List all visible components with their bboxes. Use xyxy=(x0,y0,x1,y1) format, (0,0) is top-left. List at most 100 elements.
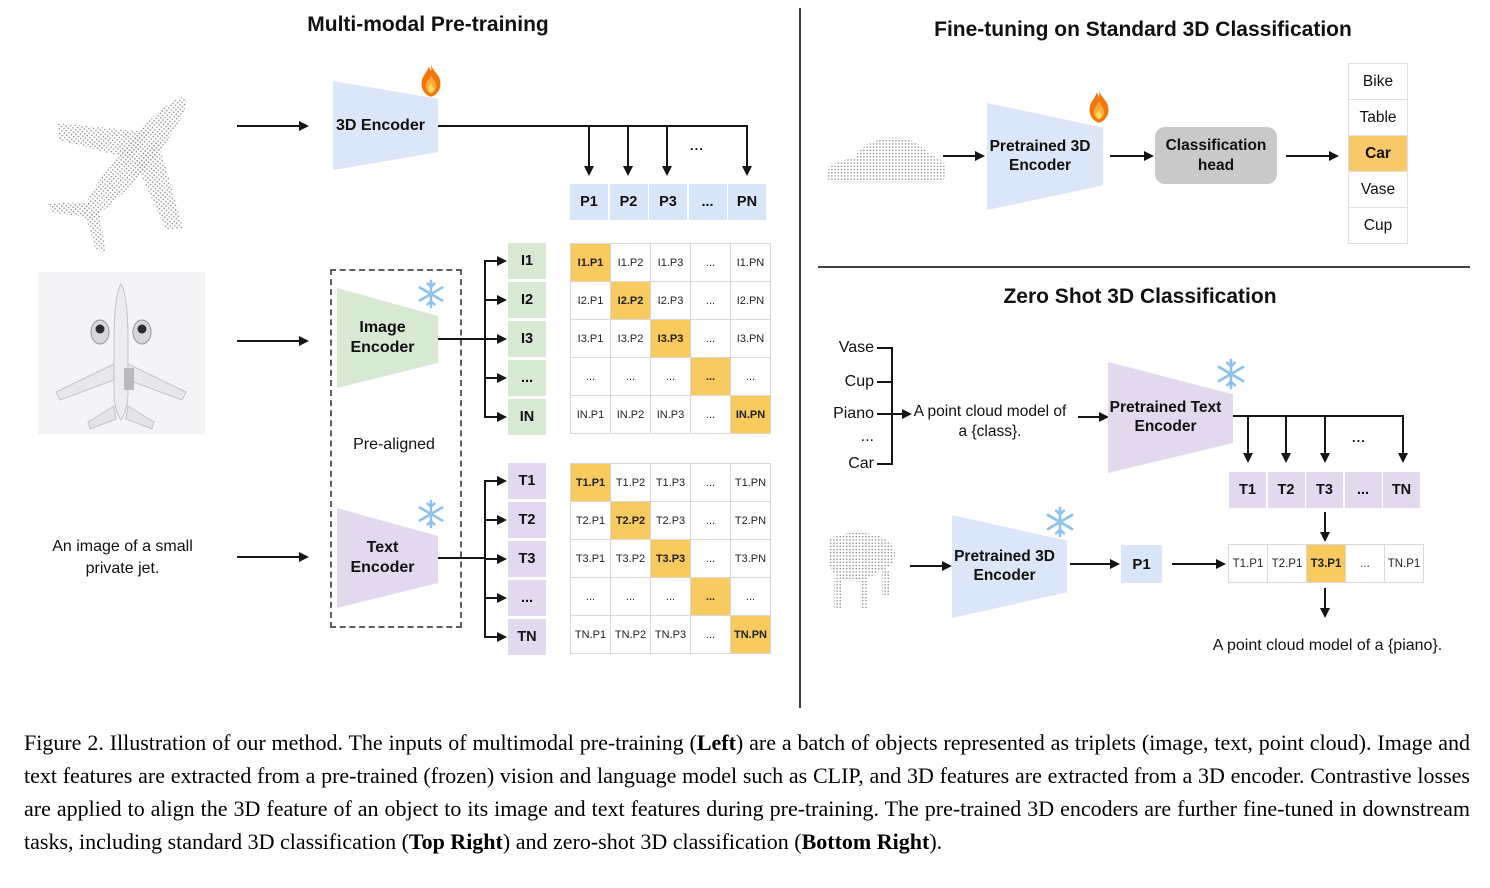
arrowhead xyxy=(942,561,952,571)
image-feature-cell: I3 xyxy=(508,321,546,357)
matrix-cell: ... xyxy=(691,540,730,577)
arrowhead xyxy=(623,166,633,176)
matrix-cell: I3.P2 xyxy=(611,320,650,357)
image-point-similarity-matrix: I1.P1 I1.P2 I1.P3... I1.PN I2.P1 I2.P2 I2.P3..… xyxy=(570,243,771,434)
p1-feature-box: P1 xyxy=(1121,545,1162,583)
matrix-cell: TN.P1 xyxy=(571,616,610,653)
arrowhead xyxy=(662,166,672,176)
pre-aligned-box xyxy=(330,269,462,628)
matrix-cell: T3.P1 xyxy=(571,540,610,577)
matrix-cell: I3.PN xyxy=(731,320,770,357)
pretrained-text-encoder-label: Pretrained Text xyxy=(1109,398,1222,416)
matrix-cell: TN.PN xyxy=(731,616,770,653)
matrix-cell: T3.P2 xyxy=(611,540,650,577)
connector-line xyxy=(486,519,498,521)
matrix-cell: I1.P2 xyxy=(611,244,650,281)
left-panel-title: Multi-modal Pre-training xyxy=(307,13,549,36)
matrix-cell: ... xyxy=(691,282,730,319)
prompt-class-word: Piano xyxy=(833,405,874,422)
text-feature-cell: T2 xyxy=(1267,472,1305,508)
similarity-cell: ... xyxy=(1346,545,1384,582)
pretrained-3d-encoder-frozen-label: Pretrained 3D xyxy=(954,547,1055,565)
flame-icon xyxy=(1083,90,1115,124)
connector-line xyxy=(484,480,486,638)
caption-text: ). xyxy=(929,829,943,854)
matrix-cell: IN.P1 xyxy=(571,396,610,433)
matrix-cell: I3.P3 xyxy=(651,320,690,357)
arrowhead xyxy=(497,256,507,266)
matrix-cell: T2.PN xyxy=(731,502,770,539)
matrix-cell: ... xyxy=(691,358,730,395)
class-option: Vase xyxy=(1349,172,1407,207)
matrix-cell: I3.P1 xyxy=(571,320,610,357)
snowflake-icon xyxy=(416,279,446,309)
arrowhead xyxy=(299,121,309,131)
matrix-cell: I2.P1 xyxy=(571,282,610,319)
connector-line xyxy=(486,299,498,301)
text-feature-cell: TN xyxy=(508,619,546,655)
matrix-cell: I2.P2 xyxy=(611,282,650,319)
matrix-cell: I2.P3 xyxy=(651,282,690,319)
snowflake-icon xyxy=(1044,506,1076,538)
connector-line xyxy=(486,377,498,379)
matrix-cell: T3.P3 xyxy=(651,540,690,577)
matrix-cell: IN.P2 xyxy=(611,396,650,433)
p-feature-row: P1 P2 P3... PN xyxy=(570,184,766,220)
point-cloud-car xyxy=(825,137,947,182)
matrix-cell: T1.P3 xyxy=(651,464,690,501)
matrix-cell: ... xyxy=(691,502,730,539)
pretrained-text-encoder-label: Encoder xyxy=(1134,417,1197,435)
matrix-cell: ... xyxy=(611,578,650,615)
class-option: Car xyxy=(1349,136,1407,171)
connector-line xyxy=(486,558,498,560)
image-encoder-label: Encoder xyxy=(350,339,415,356)
connector-line xyxy=(1233,415,1404,417)
snowflake-icon xyxy=(416,499,446,529)
caption-bold: Bottom Right xyxy=(801,829,930,854)
snowflake-icon xyxy=(1215,358,1247,390)
connector-line xyxy=(891,347,893,465)
arrowhead xyxy=(497,373,507,383)
matrix-cell: T2.P1 xyxy=(571,502,610,539)
arrowhead xyxy=(742,166,752,176)
arrowhead xyxy=(497,554,507,564)
connector-line xyxy=(588,127,590,168)
pretrained-3d-encoder-frozen-label: Encoder xyxy=(973,566,1036,584)
vertical-divider xyxy=(799,8,801,708)
prompt-template-line: A point cloud model of xyxy=(913,403,1067,420)
horizontal-divider xyxy=(818,266,1470,268)
caption-text: Figure 2. Illustration of our method. Th… xyxy=(24,730,697,755)
matrix-cell: ... xyxy=(691,396,730,433)
flame-icon xyxy=(415,64,447,98)
connector-line xyxy=(486,260,498,262)
connector-line xyxy=(877,463,892,465)
connector-line xyxy=(237,125,301,127)
connector-line xyxy=(486,636,498,638)
matrix-cell: I1.P3 xyxy=(651,244,690,281)
connector-line xyxy=(943,155,976,157)
connector-line xyxy=(1247,417,1249,455)
prompt-class-word: ... xyxy=(860,428,874,445)
image-feature-column: I1 I2 I3... IN xyxy=(508,243,546,435)
arrowhead xyxy=(975,151,985,161)
matrix-cell: T1.P2 xyxy=(611,464,650,501)
caption-text: ) and zero-shot 3D classification ( xyxy=(502,829,802,854)
connector-line xyxy=(1070,563,1111,565)
text-encoder-label: Text xyxy=(366,539,399,557)
arrowhead xyxy=(497,632,507,642)
image-encoder-label: Image xyxy=(359,319,406,337)
matrix-cell: ... xyxy=(731,578,770,615)
matrix-cell: ... xyxy=(731,358,770,395)
prompt-class-word: Cup xyxy=(844,373,874,390)
arrowhead xyxy=(1398,453,1408,463)
pretrained-3d-encoder-label: Encoder xyxy=(1008,156,1071,174)
pretrained-3d-encoder-label: Pretrained 3D xyxy=(989,137,1091,155)
classification-head-label: Classification xyxy=(1165,137,1267,155)
connector-line xyxy=(910,565,943,567)
image-feature-cell: IN xyxy=(508,399,546,435)
p-feature-cell: P3 xyxy=(649,184,687,220)
similarity-cell: T3.P1 xyxy=(1307,545,1345,582)
arrowhead xyxy=(497,295,507,305)
matrix-cell: ... xyxy=(571,578,610,615)
